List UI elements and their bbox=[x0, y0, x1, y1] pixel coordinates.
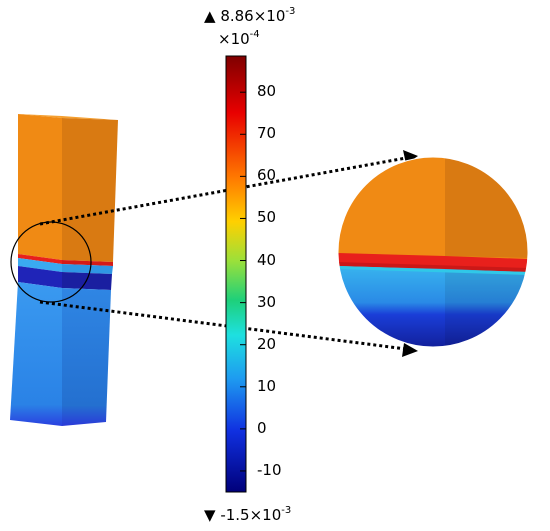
colorbar-tick-label: 20 bbox=[257, 334, 277, 353]
colorbar-max-value: 8.86×10 bbox=[220, 7, 286, 25]
beam-lower-front bbox=[10, 282, 62, 426]
colorbar-min-value: -1.5×10 bbox=[220, 506, 282, 524]
beam-dark-layer bbox=[18, 266, 62, 288]
beam-lower-side bbox=[62, 288, 111, 426]
beam-upper-front bbox=[18, 114, 62, 260]
colorbar-tick-label: 30 bbox=[257, 292, 277, 311]
magnifier-circle bbox=[10, 221, 92, 303]
colorbar-tick-label: -10 bbox=[257, 460, 282, 479]
colorbar-tick-label: 70 bbox=[257, 124, 277, 143]
zoom-view bbox=[338, 157, 528, 347]
colorbar-tick-label: 50 bbox=[257, 208, 277, 227]
colorbar-max-label: ▲ 8.86×10-3 bbox=[204, 6, 296, 25]
colorbar-tick-label: 80 bbox=[257, 82, 277, 101]
beam-top-face bbox=[18, 114, 118, 120]
colorbar-scale-label: ×10-4 bbox=[218, 29, 260, 48]
colorbar-tick-label: 40 bbox=[257, 250, 277, 269]
triangle-up-icon: ▲ bbox=[204, 7, 216, 25]
colorbar-tick-label: 60 bbox=[257, 166, 277, 185]
beam-interface-band bbox=[18, 254, 62, 264]
beam-model bbox=[10, 114, 118, 426]
colorbar bbox=[225, 55, 247, 493]
triangle-down-icon: ▼ bbox=[204, 506, 216, 524]
colorbar-tick-label: 0 bbox=[257, 418, 267, 437]
beam-upper-side bbox=[62, 118, 118, 262]
colorbar-min-label: ▼ -1.5×10-3 bbox=[204, 505, 292, 524]
arrow-icon bbox=[402, 343, 418, 357]
colorbar-tick-label: 10 bbox=[257, 376, 277, 395]
colorbar-ticks bbox=[240, 91, 246, 472]
